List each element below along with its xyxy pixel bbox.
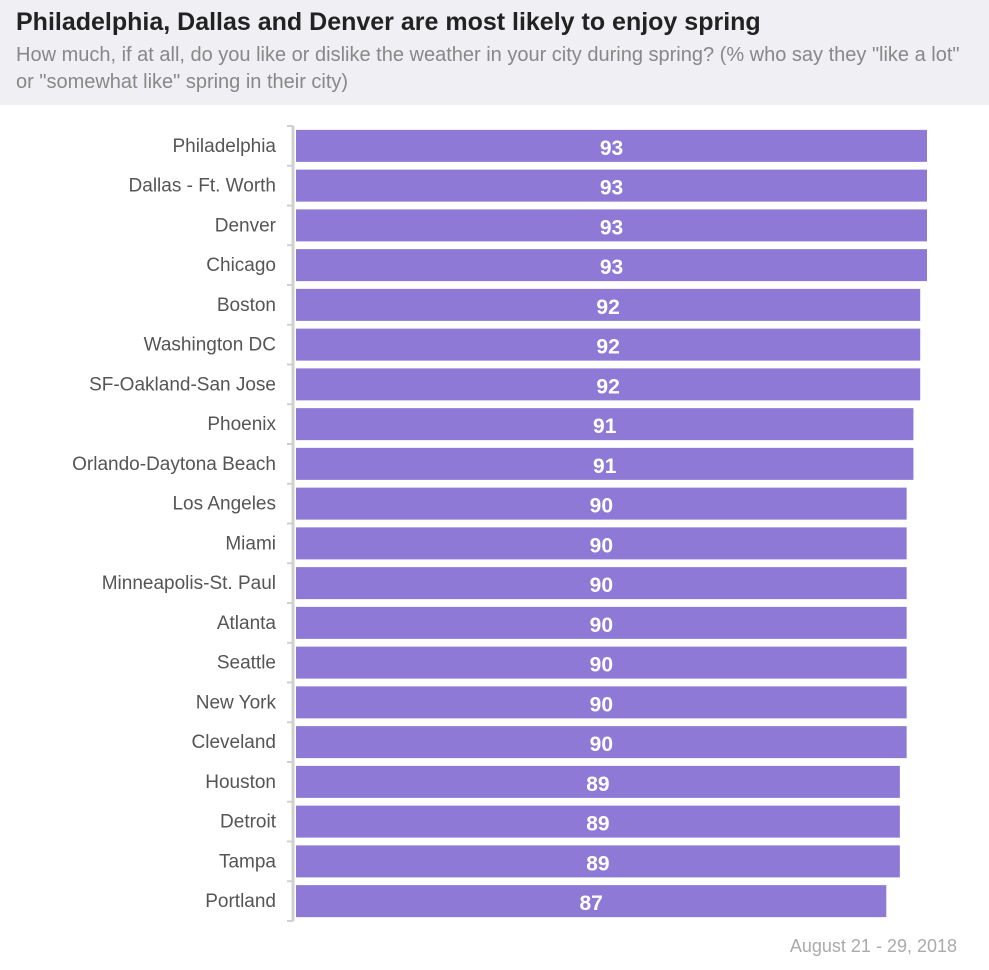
value-label: 89 (586, 773, 609, 796)
value-label: 93 (600, 256, 623, 279)
category-label: Washington DC (144, 335, 276, 356)
bar (296, 129, 927, 162)
category-label: Portland (205, 891, 276, 912)
category-label: New York (196, 692, 277, 713)
category-label: Chicago (206, 255, 276, 276)
bar (296, 487, 907, 520)
value-label: 90 (590, 495, 613, 518)
chart-header: Philadelphia, Dallas and Denver are most… (0, 0, 989, 105)
value-label: 93 (600, 137, 623, 160)
bar (296, 567, 907, 600)
category-label: Dallas - Ft. Worth (129, 176, 276, 197)
value-label: 92 (596, 296, 619, 319)
bar (296, 169, 927, 202)
category-label: Atlanta (217, 613, 277, 634)
bar (296, 726, 907, 759)
category-label: Tampa (219, 851, 276, 872)
category-label: Cleveland (192, 732, 277, 753)
value-label: 93 (600, 216, 623, 239)
bar (296, 765, 900, 798)
value-label: 89 (586, 852, 609, 875)
bar (296, 646, 907, 679)
bar (296, 686, 907, 719)
value-label: 90 (590, 574, 613, 597)
bar (296, 328, 921, 361)
value-label: 90 (590, 693, 613, 716)
category-label: Detroit (220, 812, 277, 833)
bar (296, 249, 927, 282)
category-label: Boston (217, 295, 276, 316)
bar (296, 408, 914, 441)
category-label: Miami (225, 533, 276, 554)
bar (296, 885, 887, 918)
category-label: Seattle (217, 653, 276, 674)
value-label: 90 (590, 614, 613, 637)
value-label: 91 (593, 415, 617, 438)
bar (296, 845, 900, 878)
category-label: Phoenix (207, 414, 276, 435)
value-label: 90 (590, 733, 613, 756)
bar (296, 288, 921, 321)
value-label: 87 (579, 892, 602, 915)
value-label: 91 (593, 455, 617, 478)
value-label: 90 (590, 534, 613, 557)
value-label: 89 (586, 813, 609, 836)
bar (296, 606, 907, 639)
category-label: Denver (215, 215, 277, 236)
category-label: Los Angeles (172, 494, 276, 515)
bar (296, 527, 907, 560)
category-label: Minneapolis-St. Paul (102, 573, 276, 594)
value-label: 90 (590, 654, 613, 677)
date-footnote: August 21 - 29, 2018 (789, 936, 957, 956)
bar (296, 368, 921, 401)
bar (296, 805, 900, 838)
chart-title: Philadelphia, Dallas and Denver are most… (16, 8, 761, 36)
chart-subtitle: How much, if at all, do you like or disl… (16, 44, 960, 93)
category-label: Philadelphia (172, 136, 276, 157)
category-label: SF-Oakland-San Jose (89, 374, 276, 395)
value-label: 93 (600, 177, 623, 200)
value-label: 92 (596, 336, 619, 359)
category-label: Orlando-Daytona Beach (72, 454, 276, 475)
bar (296, 209, 927, 242)
value-label: 92 (596, 375, 619, 398)
bar (296, 447, 914, 480)
category-label: Houston (205, 772, 276, 793)
